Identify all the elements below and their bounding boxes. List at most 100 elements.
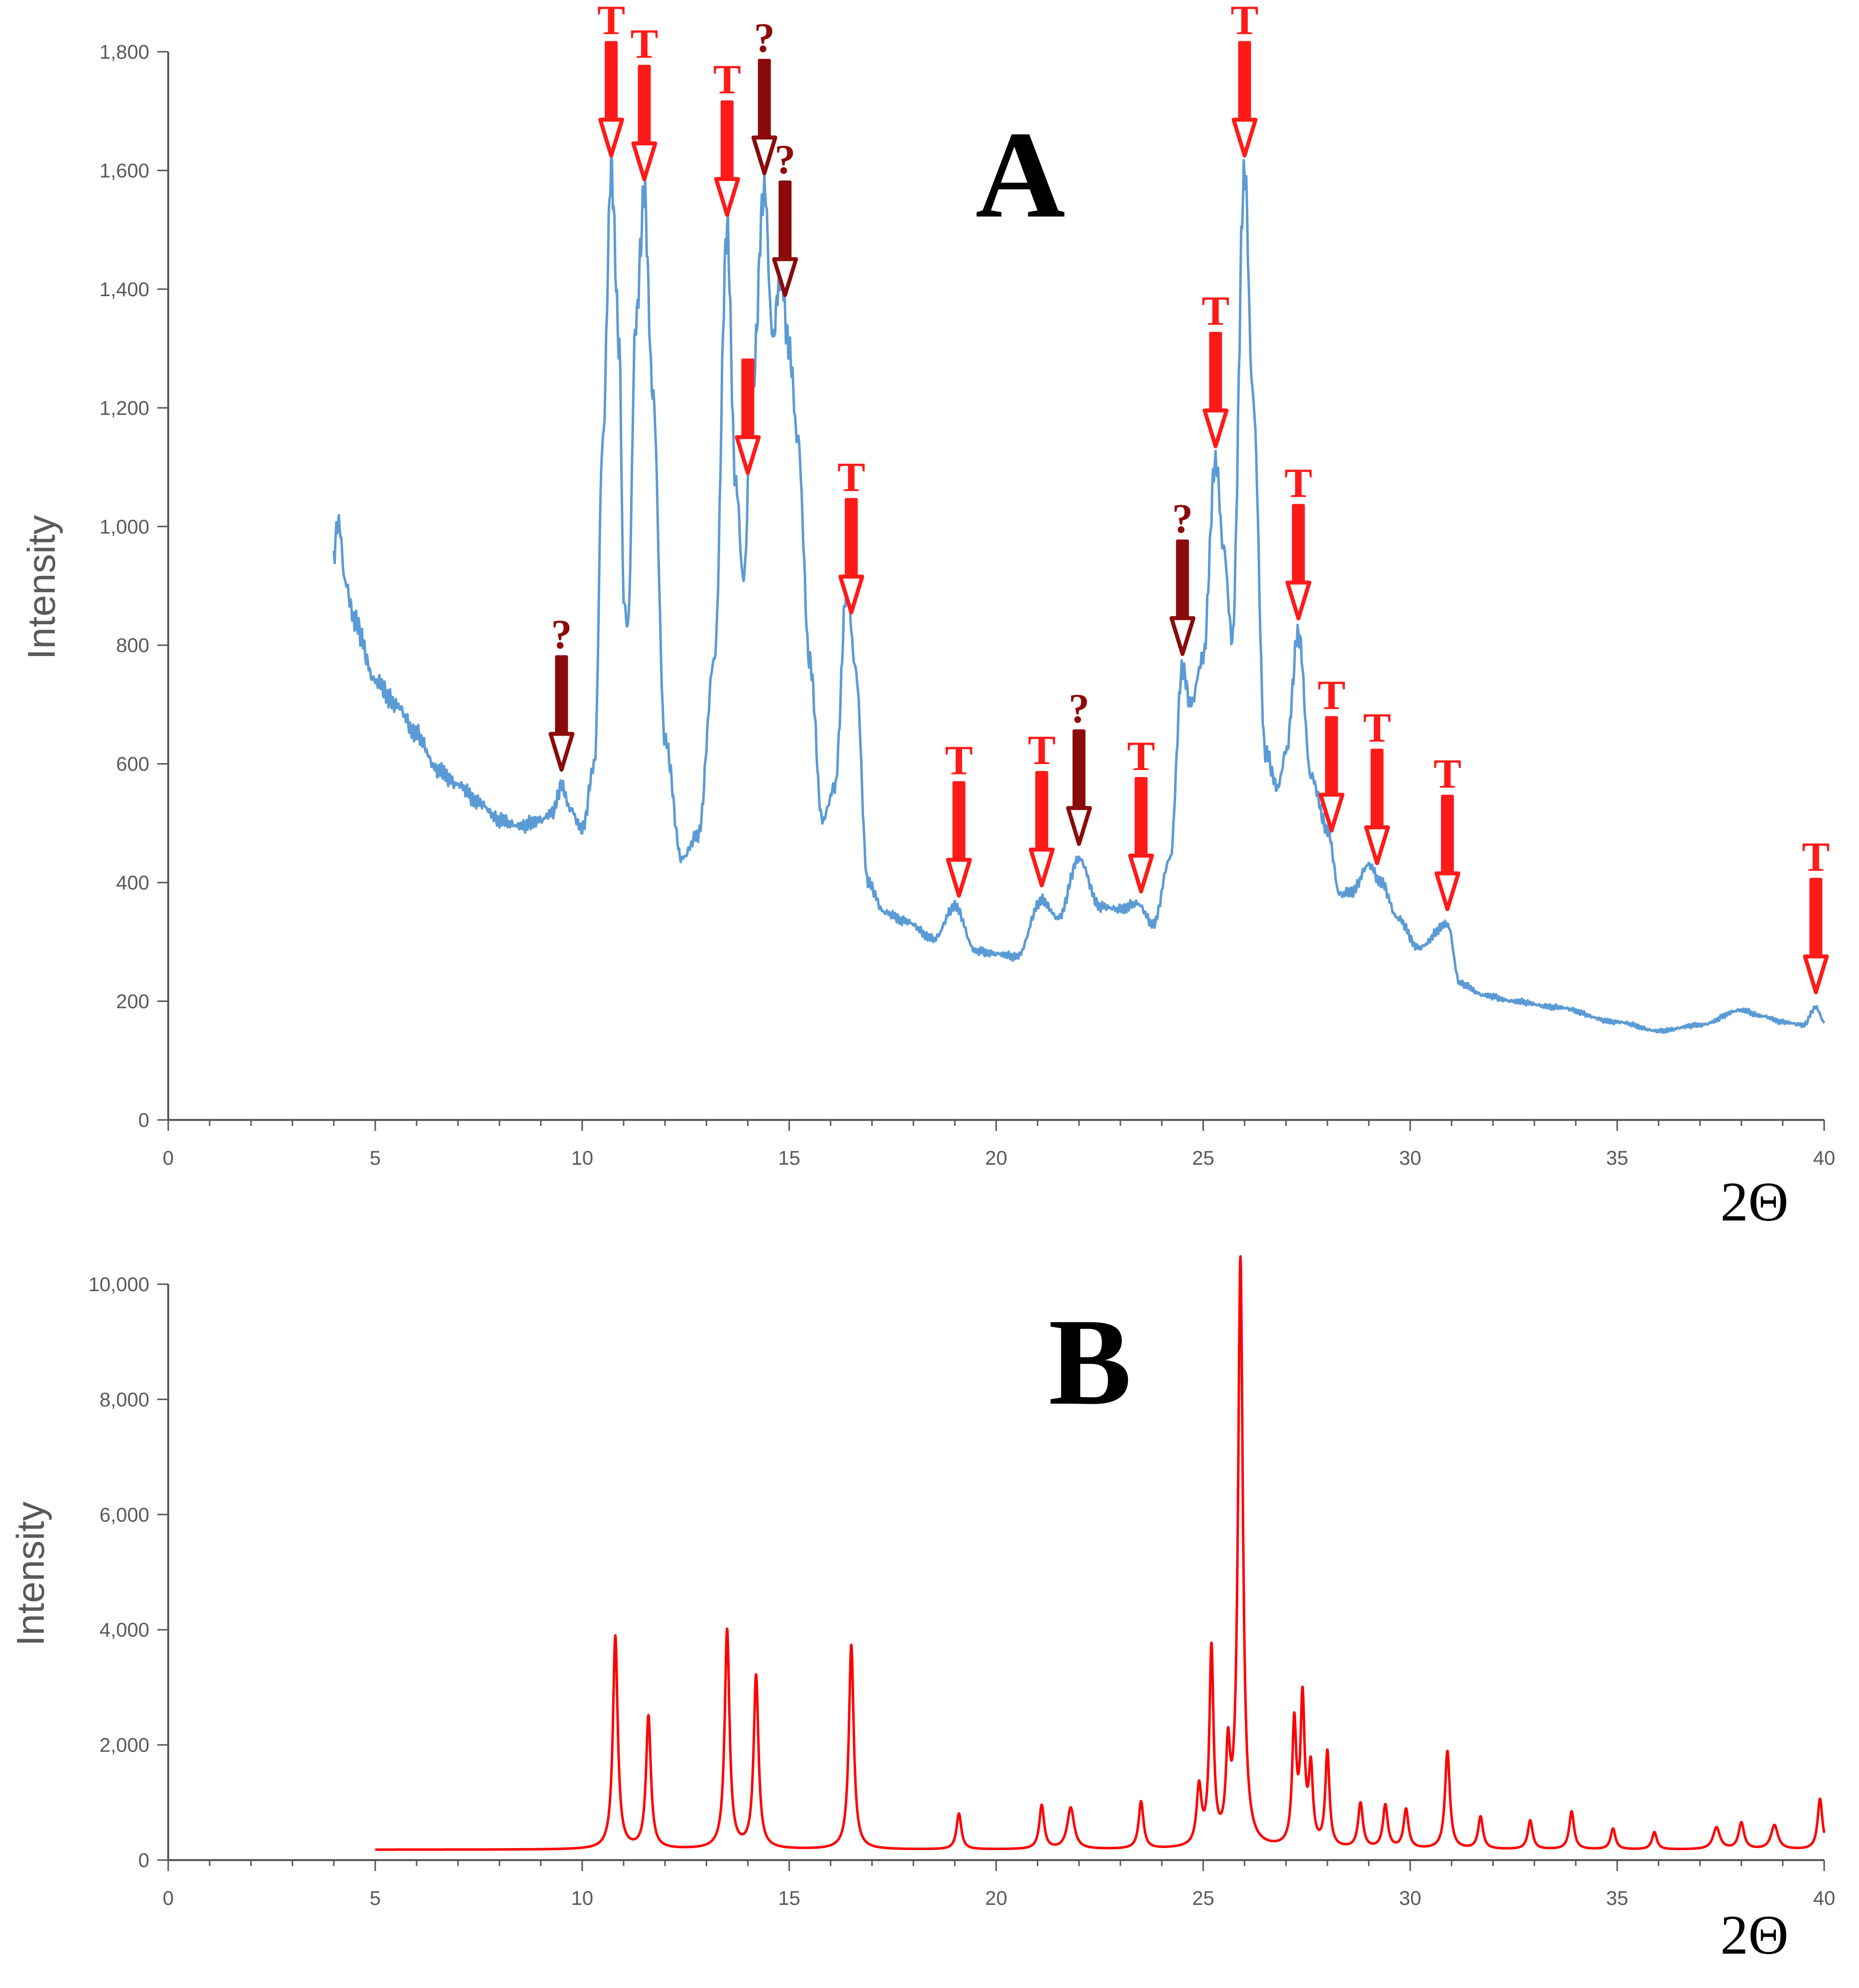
panel-a-y-tick-label: 1,400 [100, 279, 149, 301]
panel-a-x-tick-label: 10 [571, 1147, 594, 1169]
panel-b-x-tick-label: 25 [1192, 1887, 1214, 1909]
marker-arrow-head [631, 141, 657, 182]
marker-label: T [1802, 834, 1830, 880]
marker-arrow-head [598, 117, 624, 158]
peak-marker-unknown: ? [1066, 685, 1092, 846]
marker-label: T [597, 0, 625, 43]
marker-arrow-shaft [1209, 331, 1222, 414]
marker-arrow-shaft [1035, 771, 1048, 853]
marker-arrow-shaft [1370, 749, 1384, 831]
marker-label: T [1231, 0, 1259, 43]
peak-marker-t: T [1433, 751, 1461, 911]
marker-label: T [630, 21, 658, 67]
marker-arrow-head [946, 858, 972, 898]
marker-arrow-shaft [758, 59, 771, 141]
marker-label: ? [754, 15, 775, 61]
panel-a-x-tick-label: 40 [1813, 1147, 1836, 1169]
peak-marker-t: T [1028, 727, 1056, 887]
panel-b-chart: 0 5 10 15 20 25 30 35 40 0 2,000 4,000 6,000 8,000 10,… [8, 1255, 1835, 1966]
panel-a-x-tick-label: 30 [1399, 1147, 1422, 1169]
panel-a-x-tick-label: 5 [370, 1147, 381, 1169]
panel-a-x-tick-label: 15 [778, 1147, 800, 1169]
marker-label: ? [774, 137, 795, 183]
peak-marker-unknown: ? [751, 15, 777, 176]
marker-arrow-head [751, 135, 777, 176]
marker-arrow-head [1066, 806, 1092, 846]
panel-b-x-tick-label: 10 [571, 1887, 594, 1909]
panel-a-series-line [332, 151, 1826, 1034]
marker-arrow-head [714, 177, 740, 217]
marker-arrow-head [1128, 853, 1154, 893]
marker-arrow-head [735, 435, 761, 475]
peak-marker-t: T [1202, 288, 1229, 448]
panel-a-y-tick-label: 0 [138, 1109, 149, 1131]
marker-label: ? [551, 611, 572, 658]
panel-b-y-tick-label: 8,000 [100, 1389, 149, 1411]
panel-b-x-tick-label: 0 [163, 1887, 174, 1909]
marker-label: T [1433, 751, 1461, 797]
marker-label: T [1317, 672, 1345, 719]
panel-b-x-tick-label: 30 [1399, 1887, 1422, 1909]
marker-arrow-shaft [638, 65, 651, 147]
peak-marker-t: T [1317, 672, 1345, 833]
marker-arrow-head [772, 257, 798, 297]
peak-marker-unknown: ? [1169, 496, 1196, 656]
marker-label: T [1363, 705, 1391, 751]
panel-b-series-line [374, 1255, 1826, 1851]
panel-a-y-axis-title: Intensity [19, 515, 63, 660]
panel-b-x-tick-label: 20 [985, 1887, 1007, 1909]
panel-b-y-tick-label: 6,000 [100, 1504, 149, 1526]
panel-a-y-tick-label: 1,600 [100, 160, 149, 182]
marker-arrow-shaft [1072, 729, 1086, 812]
marker-arrow-head [1434, 871, 1461, 911]
panel-a-y-tick-label: 1,200 [100, 397, 149, 419]
peak-marker-t: T [1285, 460, 1312, 621]
marker-label: ? [1069, 685, 1090, 732]
peak-marker-t: T [1231, 0, 1259, 158]
marker-label: T [1202, 288, 1229, 334]
marker-arrow-head [1803, 954, 1829, 994]
marker-arrow-shaft [604, 41, 618, 123]
marker-arrow-shaft [778, 180, 792, 263]
panel-b-y-tick-label: 4,000 [100, 1619, 149, 1641]
marker-arrow-shaft [1809, 878, 1823, 960]
panel-a-letter: A [976, 106, 1066, 244]
panel-a-x-tick-label: 20 [985, 1147, 1007, 1169]
panel-a-y-tick-label: 1,800 [100, 41, 149, 63]
marker-arrow-head [1364, 825, 1390, 866]
panel-b-letter: B [1049, 1293, 1132, 1431]
marker-arrow-head [1169, 616, 1196, 656]
peak-marker-t: T [713, 57, 741, 217]
panel-b-x-tick-label: 35 [1606, 1887, 1629, 1909]
panel-a-y-tick-label: 400 [116, 872, 149, 894]
marker-arrow-shaft [952, 781, 966, 864]
peak-marker-unknown: ? [772, 137, 798, 297]
marker-label: ? [1172, 496, 1193, 542]
panel-b-x-tick-label: 5 [370, 1887, 381, 1909]
marker-arrow-head [1203, 408, 1229, 448]
panel-a-y-tick-label: 200 [116, 991, 149, 1013]
marker-label: T [713, 57, 741, 103]
panel-a-y-tick-label: 600 [116, 754, 149, 775]
marker-arrow-shaft [1238, 41, 1251, 123]
marker-label: T [1285, 460, 1312, 506]
marker-arrow-shaft [1292, 504, 1305, 586]
marker-arrow-shaft [741, 358, 755, 441]
marker-arrow-shaft [555, 655, 568, 738]
marker-arrow-shaft [1441, 794, 1454, 877]
peak-marker-t: T [1127, 733, 1155, 893]
panel-b-x-tick-label: 15 [778, 1887, 800, 1909]
peak-marker-t: T [1802, 834, 1830, 994]
peak-marker-t: T [837, 454, 865, 615]
peak-marker-t: T [1363, 705, 1391, 866]
marker-arrow-shaft [1325, 716, 1338, 798]
panel-a-x-axis-title: 2Θ [1721, 1171, 1789, 1233]
peak-marker-unknown: ? [548, 611, 575, 772]
marker-arrow-head [1028, 847, 1055, 887]
panel-b-y-axis-title: Intensity [8, 1502, 52, 1646]
marker-label: T [837, 454, 865, 500]
panel-b-y-tick-label: 2,000 [100, 1735, 149, 1757]
marker-arrow-shaft [720, 100, 734, 183]
